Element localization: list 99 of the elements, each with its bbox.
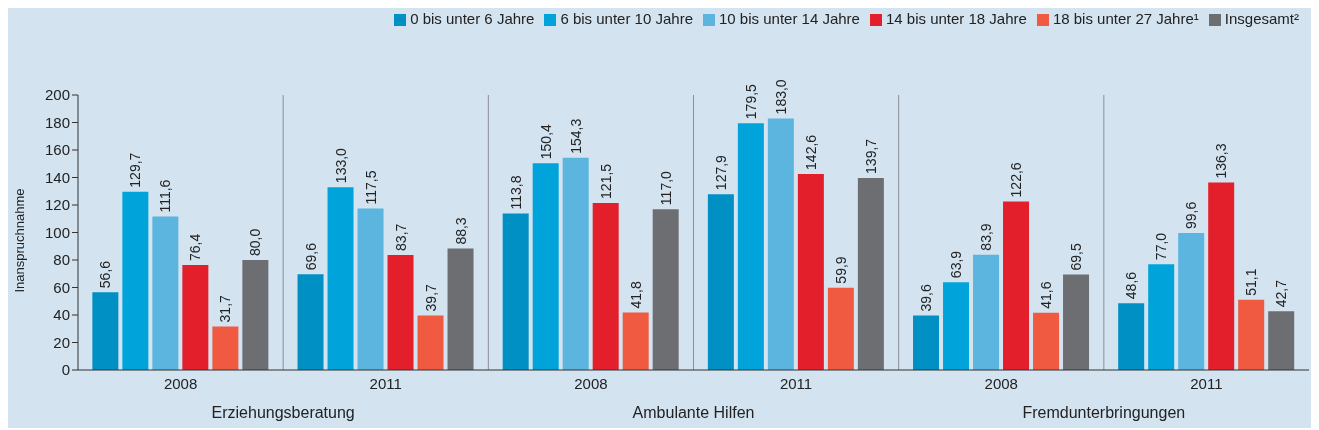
x-tick-label: 2011 [1190, 374, 1223, 392]
y-tick-label: 120 [44, 196, 70, 214]
data-label: 122,6 [1008, 162, 1025, 198]
bar [652, 209, 679, 370]
y-tick-label: 0 [61, 361, 70, 379]
x-tick-label: 2008 [574, 374, 608, 392]
y-tick-label: 40 [53, 306, 70, 324]
x-tick-label: 2008 [163, 374, 198, 392]
bar [1033, 312, 1060, 370]
bar [502, 213, 529, 370]
data-label: 121,5 [597, 163, 614, 199]
bar [182, 264, 209, 370]
y-tick-label: 160 [44, 141, 70, 159]
bar [357, 208, 384, 370]
data-label: 154,3 [567, 118, 584, 154]
data-label: 63,9 [948, 250, 965, 279]
bar [387, 254, 414, 370]
data-label: 136,3 [1213, 143, 1230, 179]
data-label: 51,1 [1243, 268, 1260, 296]
bar [1268, 311, 1295, 370]
bar [1003, 201, 1030, 370]
x-tick-label: 2011 [369, 374, 402, 392]
data-label: 113,8 [507, 175, 524, 210]
data-label: 117,0 [657, 170, 674, 206]
y-tick-label: 80 [53, 251, 70, 269]
data-label: 127,9 [712, 154, 729, 191]
legend-label: 14 bis unter 18 Jahre [885, 10, 1027, 27]
y-tick-label: 200 [44, 86, 70, 104]
y-axis-title: Inanspruchnahme [11, 188, 27, 293]
data-label: 39,6 [918, 284, 935, 312]
y-tick-label: 60 [53, 278, 70, 296]
text: Erziehungsberatung [210, 404, 356, 422]
data-label: 83,7 [392, 223, 409, 251]
data-label: 117,5 [362, 170, 379, 205]
bar [913, 315, 940, 370]
bar [532, 163, 559, 370]
data-label: 88,3 [452, 217, 469, 245]
y-tick-label: 20 [53, 333, 70, 351]
bar [943, 282, 970, 370]
y-tick-label: 180 [44, 113, 70, 131]
bar [1208, 182, 1235, 370]
data-label: 111,6 [157, 179, 174, 213]
bar [767, 118, 794, 370]
text: Fremdunterbringungen [1021, 404, 1187, 422]
bar [1178, 233, 1205, 370]
bar [707, 194, 734, 370]
data-label: 39,7 [422, 283, 439, 312]
bar [797, 173, 824, 370]
text: Ambulante Hilfen [631, 404, 756, 422]
bar [122, 191, 149, 370]
bar [1238, 299, 1265, 370]
data-label: 133,0 [332, 147, 349, 184]
y-tick-label: 100 [44, 223, 70, 241]
data-label: 77,0 [1153, 232, 1170, 261]
bar [152, 216, 179, 370]
legend-label: 10 bis unter 14 Jahre [719, 10, 860, 27]
data-label: 139,7 [862, 138, 879, 174]
bar [973, 254, 1000, 370]
legend-label: 0 bis unter 6 Jahre [410, 10, 535, 27]
bar [212, 326, 239, 370]
data-label: 83,9 [978, 223, 995, 251]
data-label: 150,4 [537, 123, 554, 160]
bar [592, 202, 619, 370]
x-tick-label: 2011 [779, 374, 813, 392]
bar [622, 312, 649, 370]
bar [737, 123, 764, 370]
bar [1148, 264, 1175, 370]
bar [242, 260, 269, 370]
legend-label: Insgesamt² [1224, 10, 1299, 27]
bar [827, 287, 854, 370]
data-label: 59,9 [832, 256, 849, 284]
data-label: 41,6 [1038, 281, 1055, 309]
bar [327, 187, 354, 370]
data-label: 31,7 [217, 294, 234, 323]
bar [417, 315, 444, 370]
bar [562, 157, 589, 370]
bar [297, 274, 324, 370]
data-label: 80,0 [247, 228, 264, 256]
bar [1063, 274, 1090, 370]
data-label: 142,6 [802, 134, 819, 170]
data-label: 76,4 [187, 233, 204, 261]
data-label: 56,6 [97, 260, 114, 289]
bar [1118, 303, 1145, 370]
legend-label: 6 bis unter 10 Jahre [560, 10, 693, 27]
legend-label: 18 bis unter 27 Jahre¹ [1052, 10, 1199, 27]
data-label: 183,0 [772, 79, 789, 115]
data-label: 69,6 [302, 242, 319, 271]
data-label: 41,8 [627, 281, 644, 309]
data-label: 129,7 [127, 152, 144, 188]
data-label: 42,7 [1273, 279, 1290, 308]
bar [92, 292, 119, 370]
data-label: 48,6 [1123, 271, 1140, 300]
x-tick-label: 2008 [984, 374, 1018, 392]
data-label: 69,5 [1068, 242, 1085, 271]
bar [857, 177, 884, 370]
bar [447, 248, 474, 370]
y-tick-label: 140 [44, 168, 70, 186]
data-label: 179,5 [742, 83, 759, 120]
data-label: 99,6 [1183, 201, 1200, 230]
